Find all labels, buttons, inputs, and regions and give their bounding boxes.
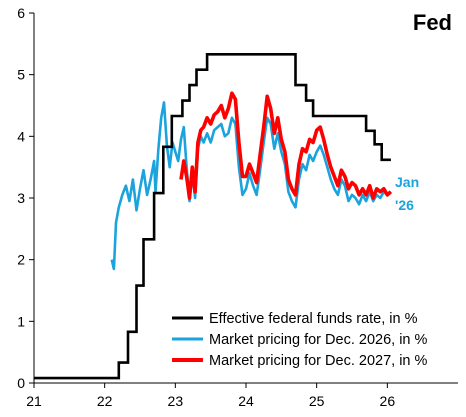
x-tick-label: 23 [168, 393, 184, 409]
chart-title: Fed [413, 10, 452, 35]
annotation-line-2: '26 [395, 197, 414, 213]
x-tick-label: 22 [97, 393, 113, 409]
y-tick-label: 3 [17, 190, 25, 206]
y-tick-label: 2 [17, 252, 25, 268]
series-dec-2027-line [179, 91, 393, 200]
y-tick-label: 1 [17, 313, 25, 329]
x-tick-label: 21 [26, 393, 42, 409]
annotation-jan-26: Jan '26 [395, 174, 419, 213]
y-tick-label: 6 [17, 5, 25, 21]
x-tick-label: 25 [309, 393, 325, 409]
annotation-line-1: Jan [395, 174, 419, 190]
x-tick-label: 26 [380, 393, 396, 409]
y-tick-label: 5 [17, 67, 25, 83]
legend: Effective federal funds rate, in % Market… [172, 311, 428, 369]
legend-label: Market pricing for Dec. 2027, in % [209, 353, 428, 369]
x-tick-label: 24 [238, 393, 254, 409]
legend-label: Effective federal funds rate, in % [209, 311, 418, 327]
y-tick-label: 0 [17, 375, 25, 391]
y-tick-label: 4 [17, 128, 25, 144]
series-layer [34, 53, 393, 380]
legend-label: Market pricing for Dec. 2026, in % [209, 332, 428, 348]
series-funds-rate-line [34, 53, 391, 380]
